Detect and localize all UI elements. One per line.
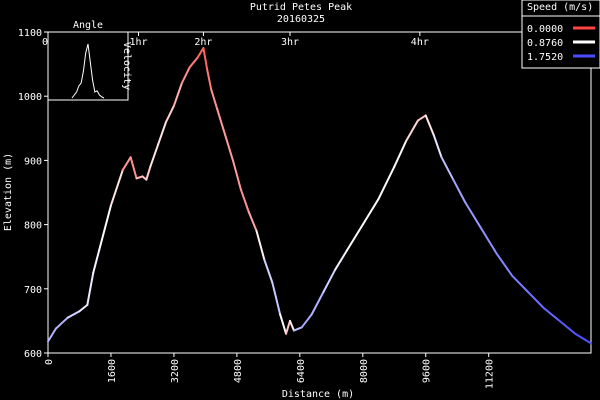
y-tick-label: 1000	[18, 92, 42, 103]
time-tick-label: 1hr	[129, 37, 147, 48]
x-tick-label: 8000	[359, 359, 370, 383]
elevation-segment	[405, 119, 419, 143]
elevation-segment	[86, 271, 95, 306]
elevation-segment	[361, 197, 380, 226]
x-tick-label: 0	[44, 359, 55, 365]
elevation-segment	[206, 69, 213, 91]
elevation-segment	[558, 319, 577, 335]
elevation-segment	[129, 156, 138, 180]
chart-subtitle: 20160325	[277, 14, 325, 25]
elevation-segment	[157, 120, 168, 146]
chart-title: Putrid Petes Peak	[250, 2, 352, 13]
elevation-segment	[216, 108, 227, 136]
elevation-segment	[279, 313, 288, 335]
speed-legend: Speed (m/s) 0.0000 0.8760 1.7520	[521, 0, 600, 69]
time-tick-label: 4hr	[411, 37, 429, 48]
elevation-segment	[452, 178, 467, 204]
elevation-segment	[196, 47, 205, 59]
elevation-segment	[165, 104, 175, 123]
elevation-segment	[231, 159, 242, 191]
elevation-segment	[288, 319, 295, 332]
elevation-segment	[574, 332, 592, 345]
elevation-segment	[495, 252, 514, 277]
elevation-segment	[172, 82, 183, 107]
elevation-segment	[54, 316, 69, 330]
elevation-segment	[66, 310, 81, 319]
inset-angle-line	[71, 43, 105, 99]
plot-area: 600 700 800 900 1000 1100 0 1600 3200 4800 6400 800…	[18, 28, 592, 389]
inset-title: Angle	[73, 20, 103, 31]
elevation-segment	[263, 258, 274, 284]
elevation-segment	[416, 114, 427, 122]
elevation-segment	[149, 143, 160, 168]
legend-entry-label: 0.8760	[527, 38, 563, 49]
elevation-segment	[424, 114, 435, 136]
elevation-segment	[527, 291, 545, 310]
elevation-segment	[109, 169, 124, 207]
elevation-segment	[377, 165, 396, 200]
x-tick-label: 11200	[485, 359, 496, 389]
elevation-segment	[322, 268, 337, 294]
elevation-segment	[271, 281, 282, 316]
elevation-segment	[292, 326, 303, 332]
y-tick-label: 700	[24, 285, 42, 296]
elevation-segment	[145, 165, 152, 181]
plot-frame	[47, 31, 592, 354]
elevation-segment	[440, 156, 455, 181]
elevation-segment	[511, 274, 530, 294]
angle-velocity-inset: Angle Velocity	[47, 20, 132, 101]
elevation-segment	[202, 47, 209, 72]
elevation-segment	[188, 56, 199, 69]
time-tick-label: 3hr	[281, 37, 299, 48]
inset-side-label: Velocity	[121, 42, 132, 90]
y-tick-label: 800	[24, 221, 42, 232]
elevation-segment	[121, 156, 132, 172]
elevation-segment	[393, 140, 408, 168]
elevation-segment	[98, 204, 112, 252]
legend-entry-label: 0.0000	[527, 24, 563, 35]
x-tick-label: 4800	[233, 359, 244, 383]
elevation-segment	[180, 66, 191, 85]
y-tick-label: 600	[24, 349, 42, 360]
elevation-segment	[285, 319, 291, 335]
elevation-segment	[210, 88, 219, 111]
x-tick-label: 9600	[422, 359, 433, 383]
x-tick-label: 6400	[296, 359, 307, 383]
elevation-segment	[92, 249, 101, 274]
elevation-segment	[47, 327, 57, 343]
time-tick-label: 2hr	[194, 37, 212, 48]
elevation-segment	[78, 303, 89, 313]
x-axis-label: Distance (m)	[282, 389, 354, 400]
y-tick-label: 900	[24, 156, 42, 167]
elevation-segment	[346, 223, 364, 252]
elevation-segment	[464, 201, 482, 229]
x-tick-label: 1600	[107, 359, 118, 383]
elevation-segment	[239, 188, 250, 213]
elevation-segment	[300, 313, 313, 329]
elevation-segment	[247, 210, 258, 233]
elevation-segment	[432, 133, 443, 159]
elevation-segment	[310, 291, 325, 316]
elevation-segment	[334, 249, 349, 271]
elevation-segment	[224, 133, 234, 162]
y-axis-label: Elevation (m)	[3, 153, 14, 231]
legend-title: Speed (m/s)	[527, 2, 593, 13]
elevation-segment	[135, 175, 144, 180]
x-tick-label: 3200	[170, 359, 181, 383]
elevation-segment	[479, 226, 498, 255]
inset-box	[47, 31, 129, 101]
legend-entry-label: 1.7520	[527, 52, 563, 63]
y-tick-label: 1100	[18, 28, 42, 39]
elevation-segment	[542, 307, 561, 322]
elevation-segment	[255, 230, 266, 261]
